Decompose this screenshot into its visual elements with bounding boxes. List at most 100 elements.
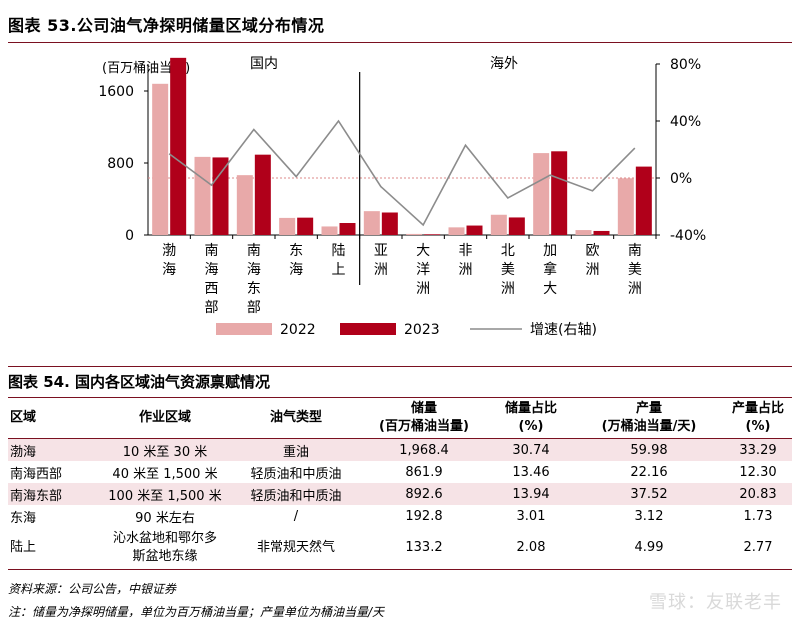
cell-reserves-share: 2.08 [488,527,574,570]
cell-reserves-share: 13.46 [512,464,550,480]
cell-operating-area: 沁水盆地和鄂尔多 斯盆地东缘 [98,527,232,570]
left-axis-unit-label: (百万桶油当量) [102,61,190,76]
group-label-domestic: 国内 [250,56,278,72]
bar-2023 [466,225,483,235]
bar-2023 [339,223,356,235]
x-axis-category-label: 北美洲 [501,243,515,297]
title-rule [8,42,792,43]
bar-2022 [321,226,338,235]
left-axis-tick-label: 800 [107,156,134,172]
bar-2023 [551,151,568,235]
bar-2022 [617,178,634,235]
bar-2022 [575,230,592,235]
cell-production: 59.98 [574,438,724,461]
header-region: 区域 [8,397,98,439]
right-axis-tick-label: 0% [670,171,692,187]
bar-2023 [424,234,441,235]
header-operating-area: 作业区域 [98,397,232,439]
cell-production: 4.99 [574,527,724,570]
x-axis-category-label: 南海西部 [205,243,219,316]
x-axis-category-label: 加拿大 [543,243,557,297]
bar-2022 [152,83,169,235]
header-production: 产量 (万桶油当量/天) [574,397,724,439]
reserves-table: 区域 作业区域 油气类型 储量 (百万桶油当量) 储量占比 (%) 产量 (万桶… [8,397,792,570]
bar-2023 [381,212,398,235]
x-axis-category-label: 欧洲 [586,243,600,278]
table-row: 南海东部 100 米至 1,500 米轻质油和中质油 892.6 13.94 37.52… [8,483,792,505]
group-label-overseas: 海外 [490,56,518,72]
units-note: 注：储量为净探明储量，单位为百万桶油当量；产量单位为桶油当量/天 [8,605,385,619]
legend-swatch-2022 [216,323,272,335]
table-header-row: 区域 作业区域 油气类型 储量 (百万桶油当量) 储量占比 (%) 产量 (万桶… [8,397,792,439]
cell-reserves: 892.6 [360,483,488,505]
header-oil-type: 油气类型 [232,397,360,439]
x-axis-category-label: 南美洲 [628,243,642,297]
right-axis-tick-label: 80% [670,57,701,73]
growth-line [168,119,636,227]
cell-region: 渤海 [8,438,98,461]
table-row: 陆上 沁水盆地和鄂尔多 斯盆地东缘 非常规天然气 133.2 2.08 4.99 2.77 [8,527,792,570]
table-row: 南海西部 40 米至 1,500 米 轻质油和中质油 861.9 13.46 22.16 1… [8,461,792,483]
cell-reserves: 192.8 [405,508,443,524]
cell-operating-area: 100 米至 1,500 米 [98,483,232,505]
bar-2022 [194,156,211,235]
bar-2023 [297,217,314,235]
cell-oil-type: / [293,508,299,524]
cell-region: 陆上 [8,527,98,570]
bar-2023 [170,57,187,236]
table-row: 东海 90 米左右 / 192.8 3.01 3.12 1.73 [8,505,792,527]
table-54-title: 图表 54. 国内各区域油气资源禀赋情况 [8,373,271,391]
cell-region: 南海西部 [10,466,63,482]
bar-2022 [490,214,507,235]
bar-2022 [448,227,465,235]
cell-reserves-share: 30.74 [488,438,574,461]
header-reserves: 储量 (百万桶油当量) [360,397,488,439]
cell-reserves: 1,968.4 [360,438,488,461]
cell-region: 东海 [10,510,37,526]
cell-production-share: 33.29 [724,438,792,461]
cell-region: 南海东部 [8,483,98,505]
cell-operating-area: 90 米左右 [135,510,195,526]
left-axis-tick-label: 1600 [98,84,134,100]
x-axis-category-label: 亚洲 [374,243,388,278]
x-axis-category-label: 渤海 [162,243,176,278]
chart-bottom-rule [8,366,792,367]
cell-production: 22.16 [630,464,668,480]
cell-reserves: 861.9 [405,464,443,480]
bar-2022 [363,211,380,235]
cell-production-share: 12.30 [739,464,777,480]
legend-label-2022: 2022 [280,322,316,338]
legend-label-growth: 增速(右轴) [530,322,597,338]
header-production-share: 产量占比 (%) [724,397,792,439]
x-axis-category-label: 东海 [289,243,303,278]
bar-2022 [279,217,296,235]
cell-production-share: 1.73 [743,508,773,524]
right-axis-tick-label: 40% [670,114,701,130]
x-axis-category-label: 非洲 [459,243,473,278]
x-axis-category-label: 大洋洲 [416,243,430,297]
cell-reserves: 133.2 [360,527,488,570]
cell-production-share: 2.77 [724,527,792,570]
legend-swatch-2023 [340,323,396,335]
watermark: 雪球：友联老丰 [649,592,782,613]
x-axis-category-label: 陆上 [332,243,346,278]
bar-2023 [593,230,610,235]
bar-2022 [533,153,550,235]
bar-2023 [212,157,229,235]
header-reserves-share: 储量占比 (%) [488,397,574,439]
bar-2023 [635,166,652,235]
table-row: 渤海 10 米至 30 米重油 1,968.4 30.74 59.98 33.29 [8,438,792,461]
figure-53-title: 图表 53.公司油气净探明储量区域分布情况 [8,16,325,35]
bar-2022 [236,175,253,235]
cell-production: 3.12 [634,508,664,524]
cell-reserves-share: 13.94 [488,483,574,505]
bar-2023 [254,154,271,235]
source-note: 资料来源：公司公告，中银证券 [8,582,177,596]
cell-oil-type: 非常规天然气 [232,527,360,570]
cell-oil-type: 轻质油和中质油 [232,483,360,505]
cell-operating-area: 10 米至 30 米 [98,438,232,461]
cell-production-share: 20.83 [724,483,792,505]
bar-2022 [406,233,423,235]
cell-production: 37.52 [574,483,724,505]
